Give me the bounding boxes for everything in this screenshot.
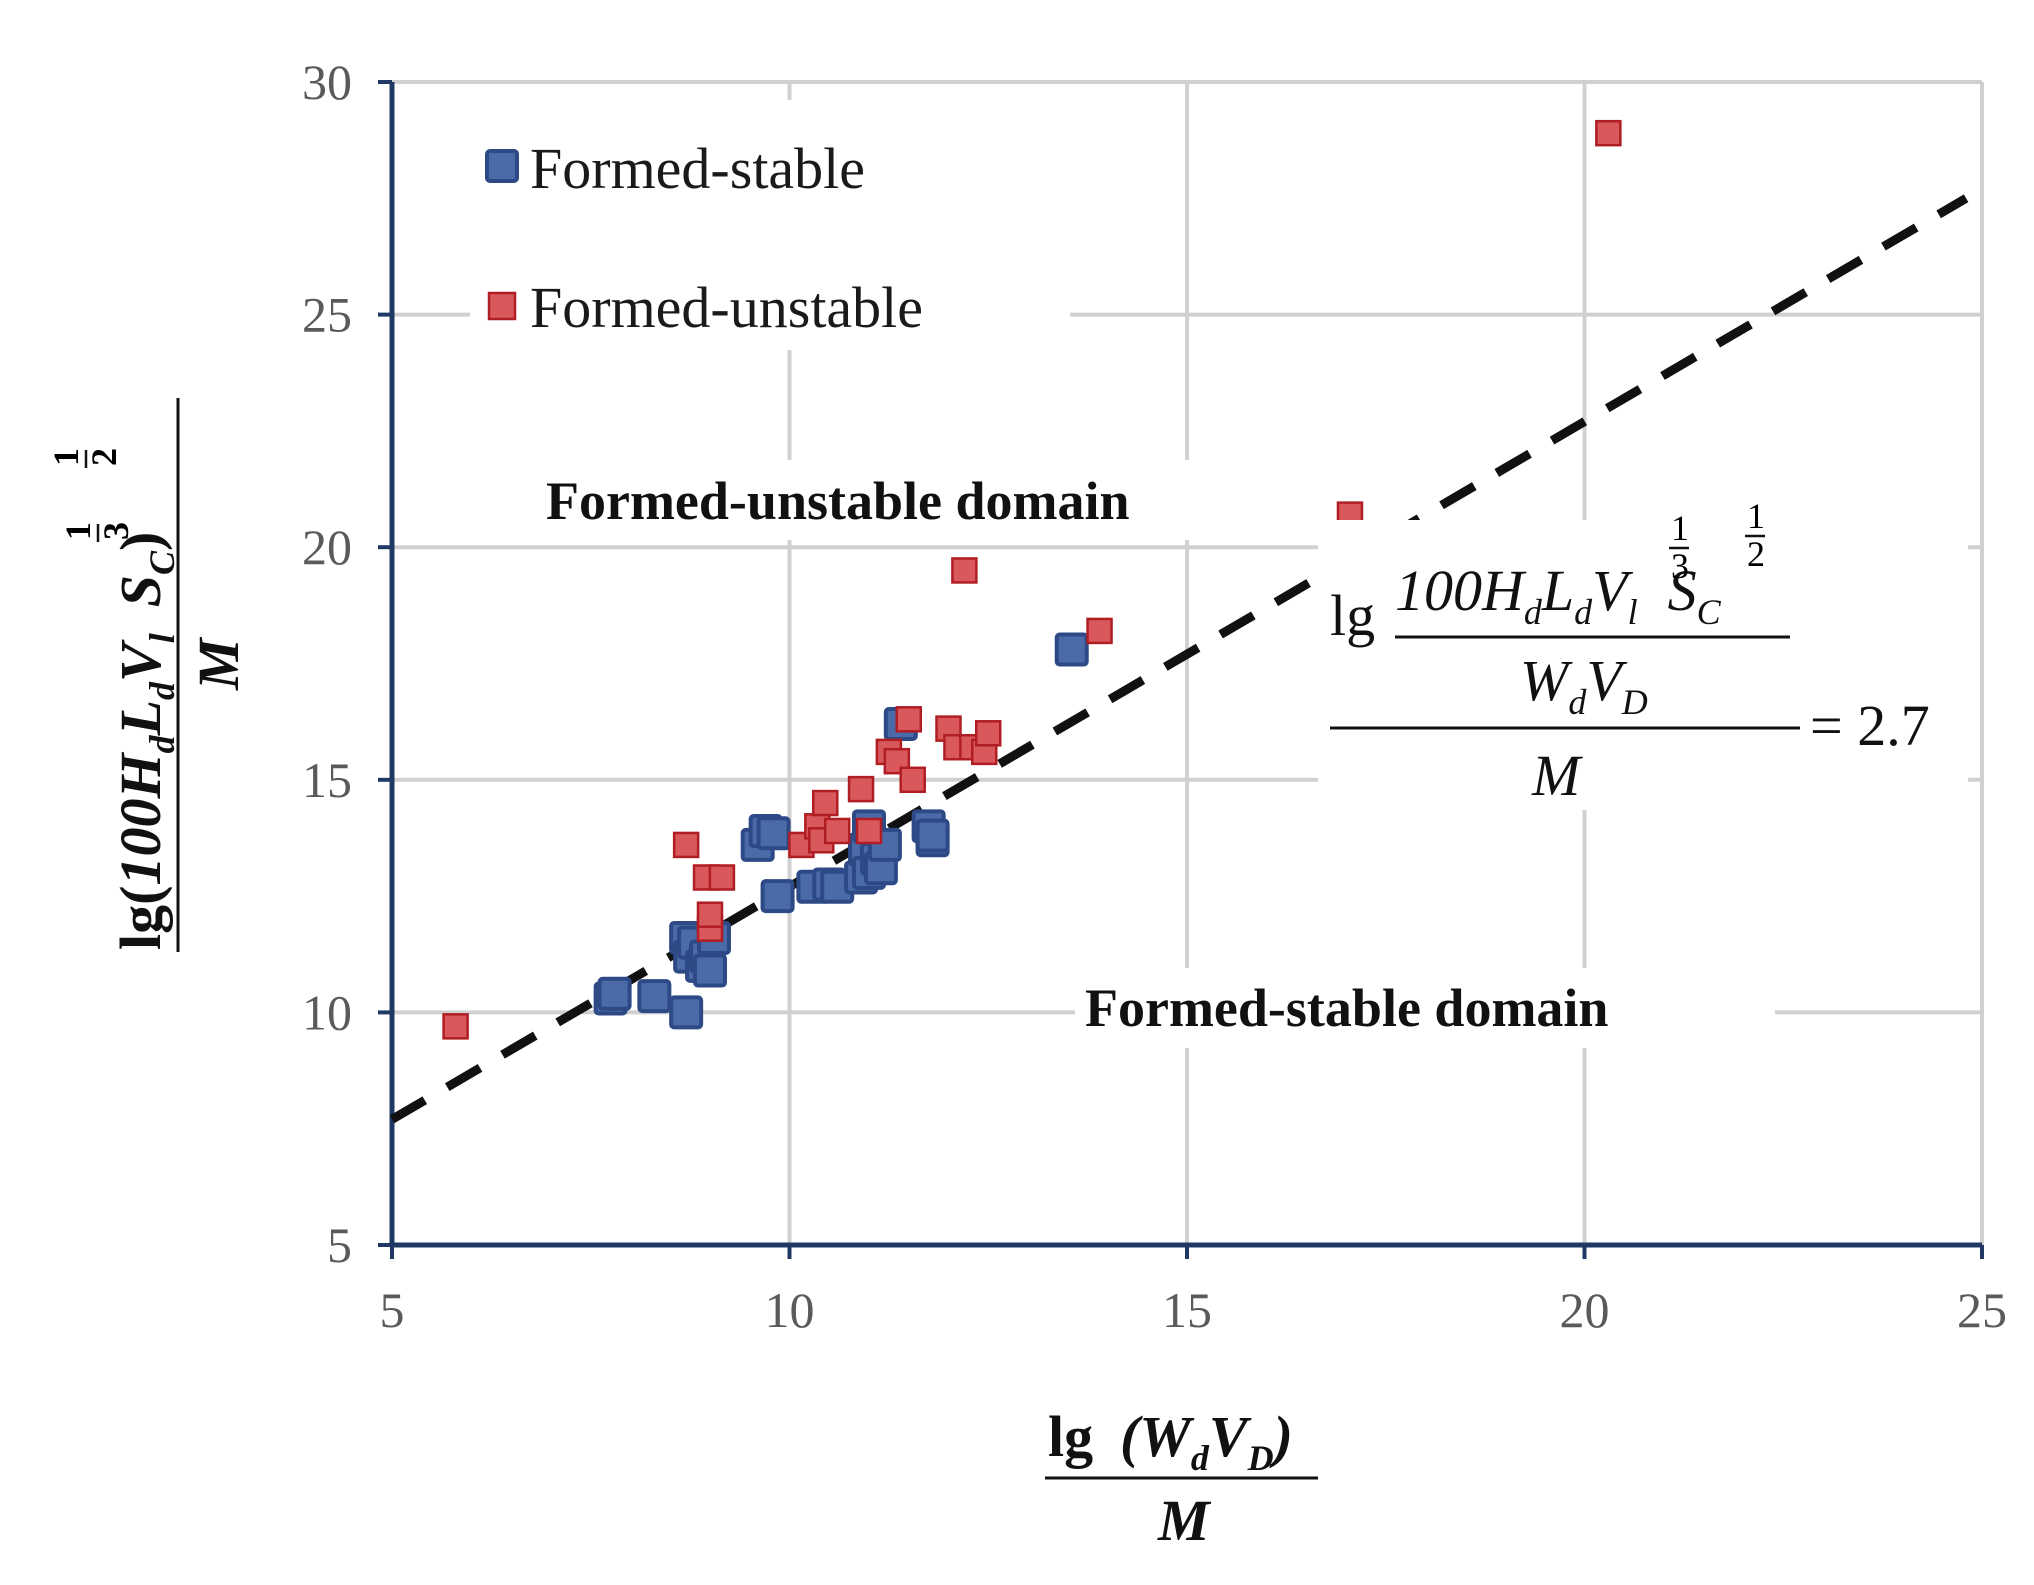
y-axis-exp1-den: 3 [96,522,136,540]
x-tick-label-15: 15 [1162,1282,1212,1338]
x-axis-denominator: M [1157,1488,1212,1553]
y-axis-denominator: M [186,636,251,691]
point-formed-stable-9 [693,953,727,988]
equation-exp2-den: 2 [1747,534,1765,574]
x-tick-label-20: 20 [1560,1282,1610,1338]
boundary-line [389,194,1969,1124]
y-axis-numerator: lg(100HdLdVlSC) [108,532,182,950]
y-tick-label-10: 10 [302,984,352,1040]
x-tick-label-10: 10 [765,1282,815,1338]
equation-outer-denominator: M [1531,743,1583,808]
x-tick-label-25: 25 [1957,1282,2007,1338]
data-points [442,119,1622,1040]
legend-swatch-formed-unstable [487,291,517,321]
legend-background [470,100,1070,350]
x-axis-numerator: (WdVD) [1120,1404,1293,1478]
boundary-line-group [389,194,1969,1124]
x-tick-label-5: 5 [380,1282,405,1338]
boundary-equation: lg 100HdLdVl SC 1 3 1 2 WdVD M = 2.7 [1318,496,1968,810]
equation-inner-denominator: WdVD [1520,648,1648,722]
point-formed-stable-28 [915,818,950,853]
point-formed-stable-29 [1054,632,1089,667]
point-formed-stable-3 [669,995,704,1030]
legend-swatch-formed-stable [485,149,519,183]
point-formed-unstable-9 [812,789,839,817]
point-formed-unstable-25 [1595,119,1622,147]
point-formed-unstable-12 [855,817,883,845]
tick-labels: 5 10 15 20 25 5 10 15 20 25 30 [302,54,2007,1338]
legend: Formed-stable Formed-unstable [470,100,1070,350]
y-tick-label-30: 30 [302,54,352,110]
y-axis-exp2-den: 2 [84,448,124,466]
x-axis-label: lg (WdVD) M [1045,1404,1318,1553]
equation-numerator: 100HdLdVl SC [1395,558,1722,632]
axes [378,80,1984,1259]
point-formed-unstable-11 [847,775,875,803]
y-tick-label-20: 20 [302,519,352,575]
point-formed-unstable-22 [975,720,1002,747]
point-formed-stable-13 [756,816,791,851]
stable-domain-label: Formed-stable domain [1085,978,1608,1038]
legend-label-formed-stable: Formed-stable [530,136,865,201]
legend-label-formed-unstable: Formed-unstable [530,275,923,340]
point-formed-unstable-0 [442,1013,469,1040]
point-formed-stable-1 [597,976,632,1011]
point-formed-unstable-5 [708,864,736,891]
equation-exp1-num: 1 [1671,508,1689,548]
y-tick-label-15: 15 [302,752,352,808]
y-tick-label-5: 5 [327,1217,352,1273]
y-tick-label-25: 25 [302,287,352,343]
point-formed-unstable-19 [951,557,978,584]
equation-background [1318,520,1968,810]
point-formed-stable-2 [637,979,672,1014]
point-formed-stable-14 [760,879,795,914]
stable-domain-background [1075,968,1775,1048]
y-axis-exp2-num: 1 [46,448,86,466]
equation-lg: lg [1330,583,1375,648]
equation-exp1-den: 3 [1671,546,1689,586]
equation-exp2-num: 1 [1747,496,1765,536]
point-formed-unstable-10 [823,817,851,845]
point-formed-unstable-1 [672,831,700,859]
unstable-domain-background [535,460,1275,540]
point-formed-unstable-15 [895,706,922,733]
point-formed-unstable-16 [899,766,926,794]
y-axis-exp1-num: 1 [58,522,98,540]
x-axis-lg: lg [1048,1404,1093,1469]
y-axis-label: lg(100HdLdVlSC) 1 3 1 2 M [46,398,251,952]
unstable-domain-label: Formed-unstable domain [546,471,1130,531]
equation-rhs: = 2.7 [1810,693,1930,758]
point-formed-unstable-23 [1086,617,1113,645]
point-formed-unstable-4 [696,901,724,928]
